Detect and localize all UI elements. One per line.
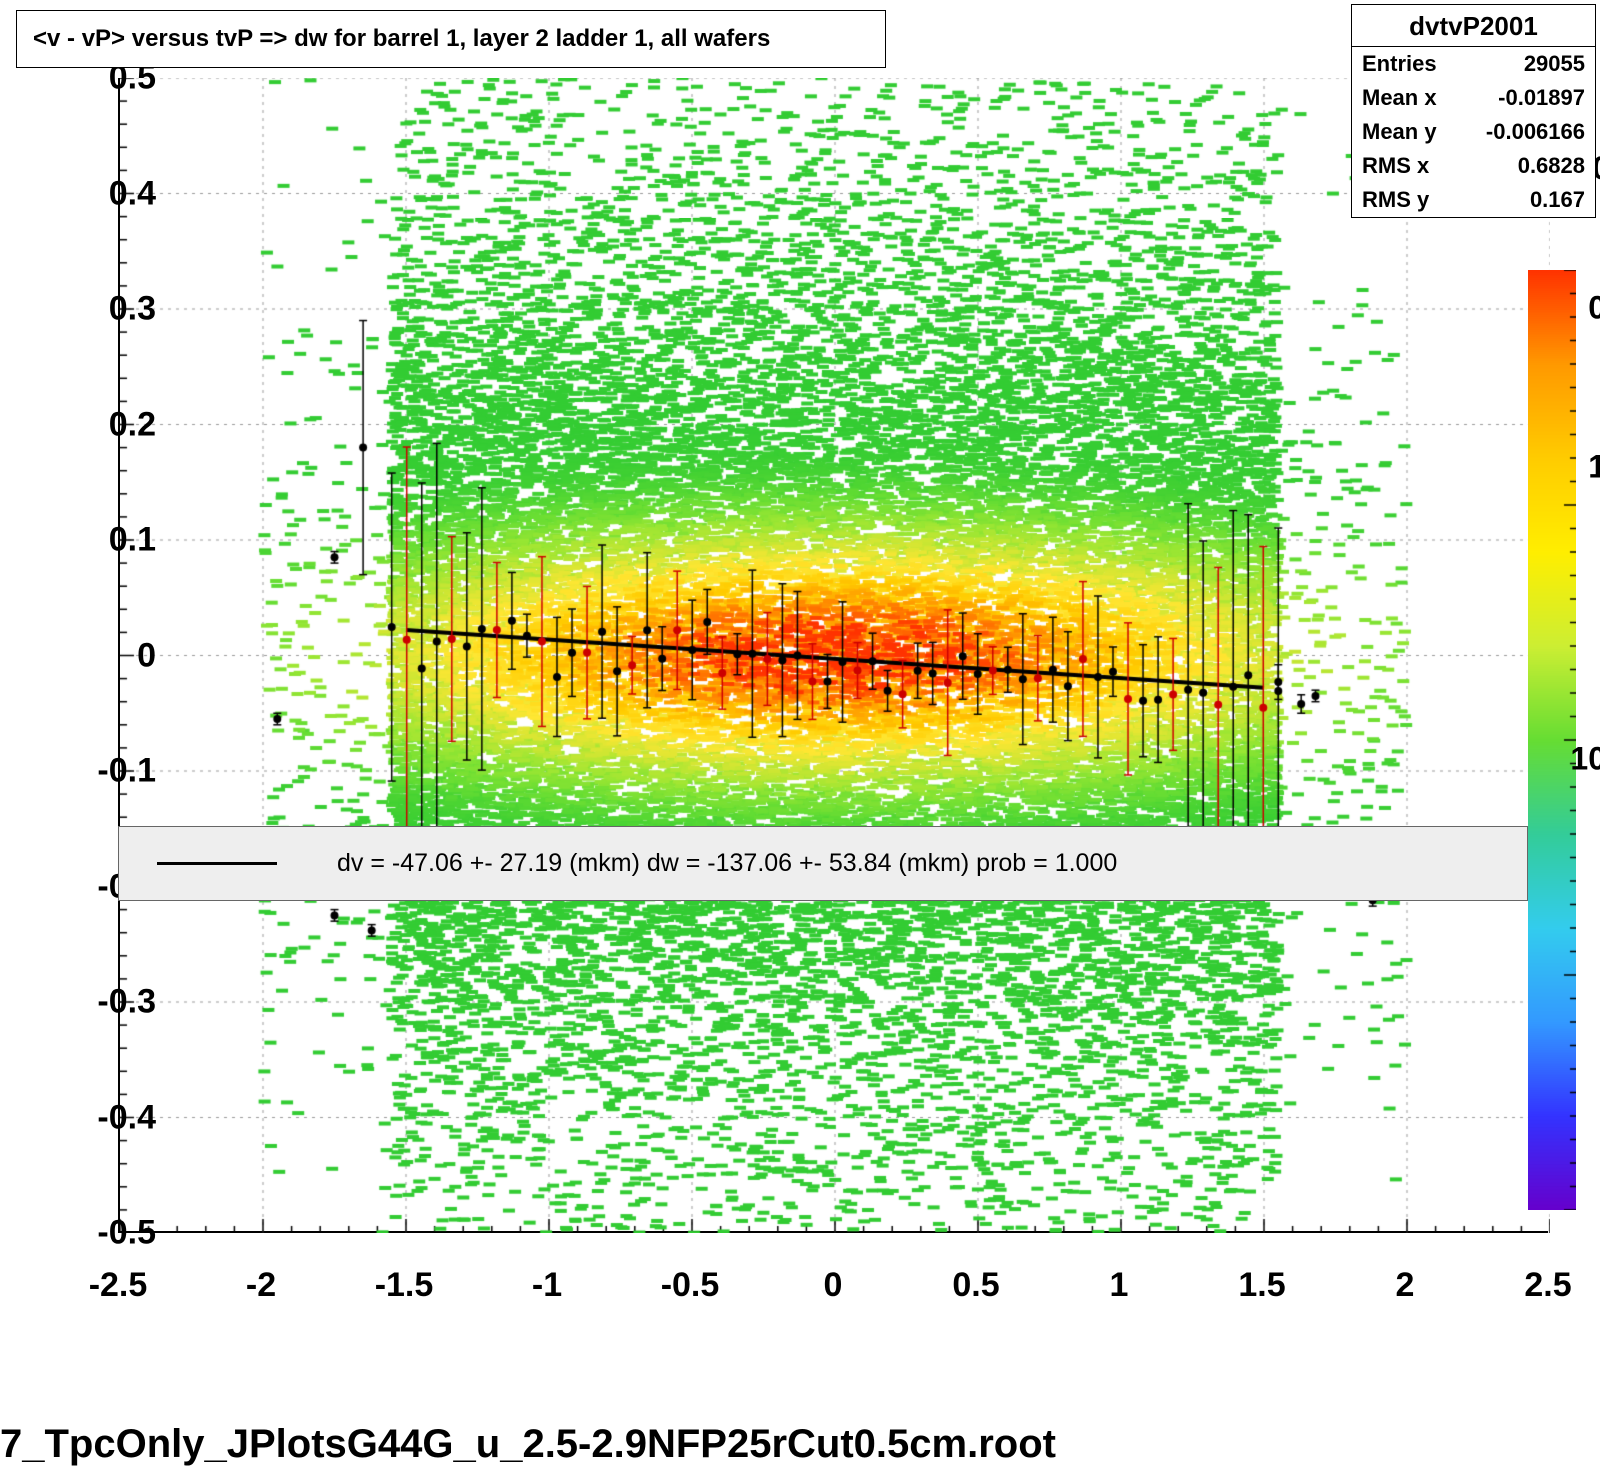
x-tick-label: -2.5 xyxy=(68,1266,168,1305)
y-tick-label: 0.1 xyxy=(56,521,156,560)
stats-label: RMS y xyxy=(1362,187,1429,213)
stats-row: RMS x 0.6828 xyxy=(1352,149,1595,183)
stats-label: Mean y xyxy=(1362,119,1437,145)
stats-label: Mean x xyxy=(1362,85,1437,111)
stats-header: dvtvP2001 xyxy=(1352,5,1595,47)
plot-title-box: <v - vP> versus tvP => dw for barrel 1, … xyxy=(16,10,886,68)
stats-label: RMS x xyxy=(1362,153,1429,179)
fit-legend-text: dv = -47.06 +- 27.19 (mkm) dw = -137.06 … xyxy=(337,849,1117,878)
y-tick-label: 0.4 xyxy=(56,174,156,213)
x-tick-label: 2.5 xyxy=(1498,1266,1598,1305)
stats-label: Entries xyxy=(1362,51,1437,77)
stats-box: dvtvP2001 Entries29055Mean x-0.01897Mean… xyxy=(1351,4,1596,218)
stats-value: -0.006166 xyxy=(1486,119,1585,145)
stats-value: 29055 xyxy=(1524,51,1585,77)
y-tick-label: -0.4 xyxy=(56,1098,156,1137)
x-tick-label: 0.5 xyxy=(926,1266,1026,1305)
colorbar: 0110 xyxy=(1528,270,1576,1210)
stats-value: 0.167 xyxy=(1530,187,1585,213)
x-tick-label: 1 xyxy=(1069,1266,1169,1305)
y-tick-label: -0.5 xyxy=(56,1214,156,1253)
colorbar-tick-label: 10 xyxy=(1570,740,1600,777)
y-tick-label: 0.3 xyxy=(56,290,156,329)
colorbar-canvas xyxy=(1528,270,1576,1210)
colorbar-tick-label: 1 xyxy=(1588,449,1600,486)
x-tick-label: 1.5 xyxy=(1212,1266,1312,1305)
x-tick-label: -1 xyxy=(497,1266,597,1305)
plot-title: <v - vP> versus tvP => dw for barrel 1, … xyxy=(33,25,770,53)
y-tick-label: 0 xyxy=(56,636,156,675)
colorbar-tick-label: 0 xyxy=(1588,289,1600,326)
stats-row: RMS y 0.167 xyxy=(1352,183,1595,217)
y-tick-label: -0.3 xyxy=(56,983,156,1022)
file-label: 7_TpcOnly_JPlotsG44G_u_2.5-2.9NFP25rCut0… xyxy=(0,1422,1600,1467)
stats-row: Mean x -0.01897 xyxy=(1352,81,1595,115)
stats-row: Entries 29055 xyxy=(1352,47,1595,81)
x-tick-label: 0 xyxy=(783,1266,883,1305)
stats-row: Mean y -0.006166 xyxy=(1352,115,1595,149)
x-tick-label: -2 xyxy=(211,1266,311,1305)
x-tick-label: -1.5 xyxy=(354,1266,454,1305)
fit-legend: dv = -47.06 +- 27.19 (mkm) dw = -137.06 … xyxy=(118,826,1528,901)
x-tick-label: -0.5 xyxy=(640,1266,740,1305)
y-tick-label: 0.2 xyxy=(56,405,156,444)
x-tick-label: 2 xyxy=(1355,1266,1455,1305)
stats-value: -0.01897 xyxy=(1498,85,1585,111)
stats-value: 0.6828 xyxy=(1518,153,1585,179)
scatter-canvas xyxy=(120,78,1550,1233)
y-tick-label: -0.1 xyxy=(56,752,156,791)
fit-line-sample xyxy=(157,862,277,865)
plot-area xyxy=(118,78,1548,1233)
